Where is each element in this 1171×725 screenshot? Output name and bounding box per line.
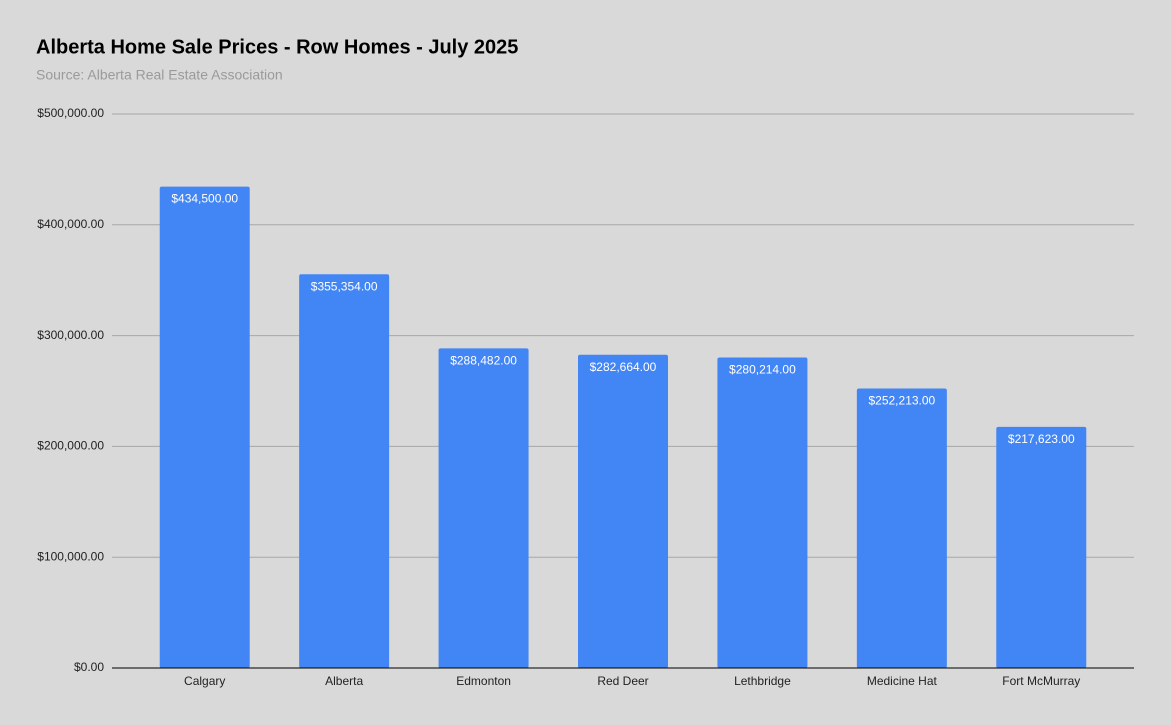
y-tick-label: $400,000.00 — [37, 217, 104, 231]
y-tick-label: $200,000.00 — [37, 439, 104, 453]
bar — [996, 426, 1087, 668]
y-tick-label: $300,000.00 — [37, 328, 104, 342]
x-tick-label: Calgary — [184, 674, 225, 688]
bar — [856, 388, 947, 668]
y-tick-label: $500,000.00 — [37, 106, 104, 120]
x-tick-label: Medicine Hat — [867, 674, 938, 688]
bar — [717, 357, 808, 668]
x-tick-label: Edmonton — [456, 674, 511, 688]
data-label: $282,664.00 — [590, 360, 657, 374]
data-label: $217,623.00 — [1008, 432, 1075, 446]
x-tick-label: Fort McMurray — [1002, 674, 1080, 688]
data-label: $252,213.00 — [868, 394, 935, 408]
x-tick-label: Lethbridge — [734, 674, 791, 688]
bar — [159, 186, 250, 668]
chart-title: Alberta Home Sale Prices - Row Homes - J… — [36, 36, 518, 58]
data-label: $434,500.00 — [171, 192, 238, 206]
bar — [438, 348, 529, 668]
x-tick-label: Red Deer — [597, 674, 648, 688]
data-label: $355,354.00 — [311, 279, 378, 293]
y-tick-label: $100,000.00 — [37, 549, 104, 563]
bar — [578, 354, 668, 668]
x-tick-label: Alberta — [325, 674, 363, 688]
data-label: $288,482.00 — [450, 354, 517, 368]
chart-subtitle: Source: Alberta Real Estate Association — [36, 67, 283, 83]
y-tick-label: $0.00 — [74, 660, 104, 674]
data-label: $280,214.00 — [729, 363, 796, 377]
bar — [299, 274, 390, 668]
